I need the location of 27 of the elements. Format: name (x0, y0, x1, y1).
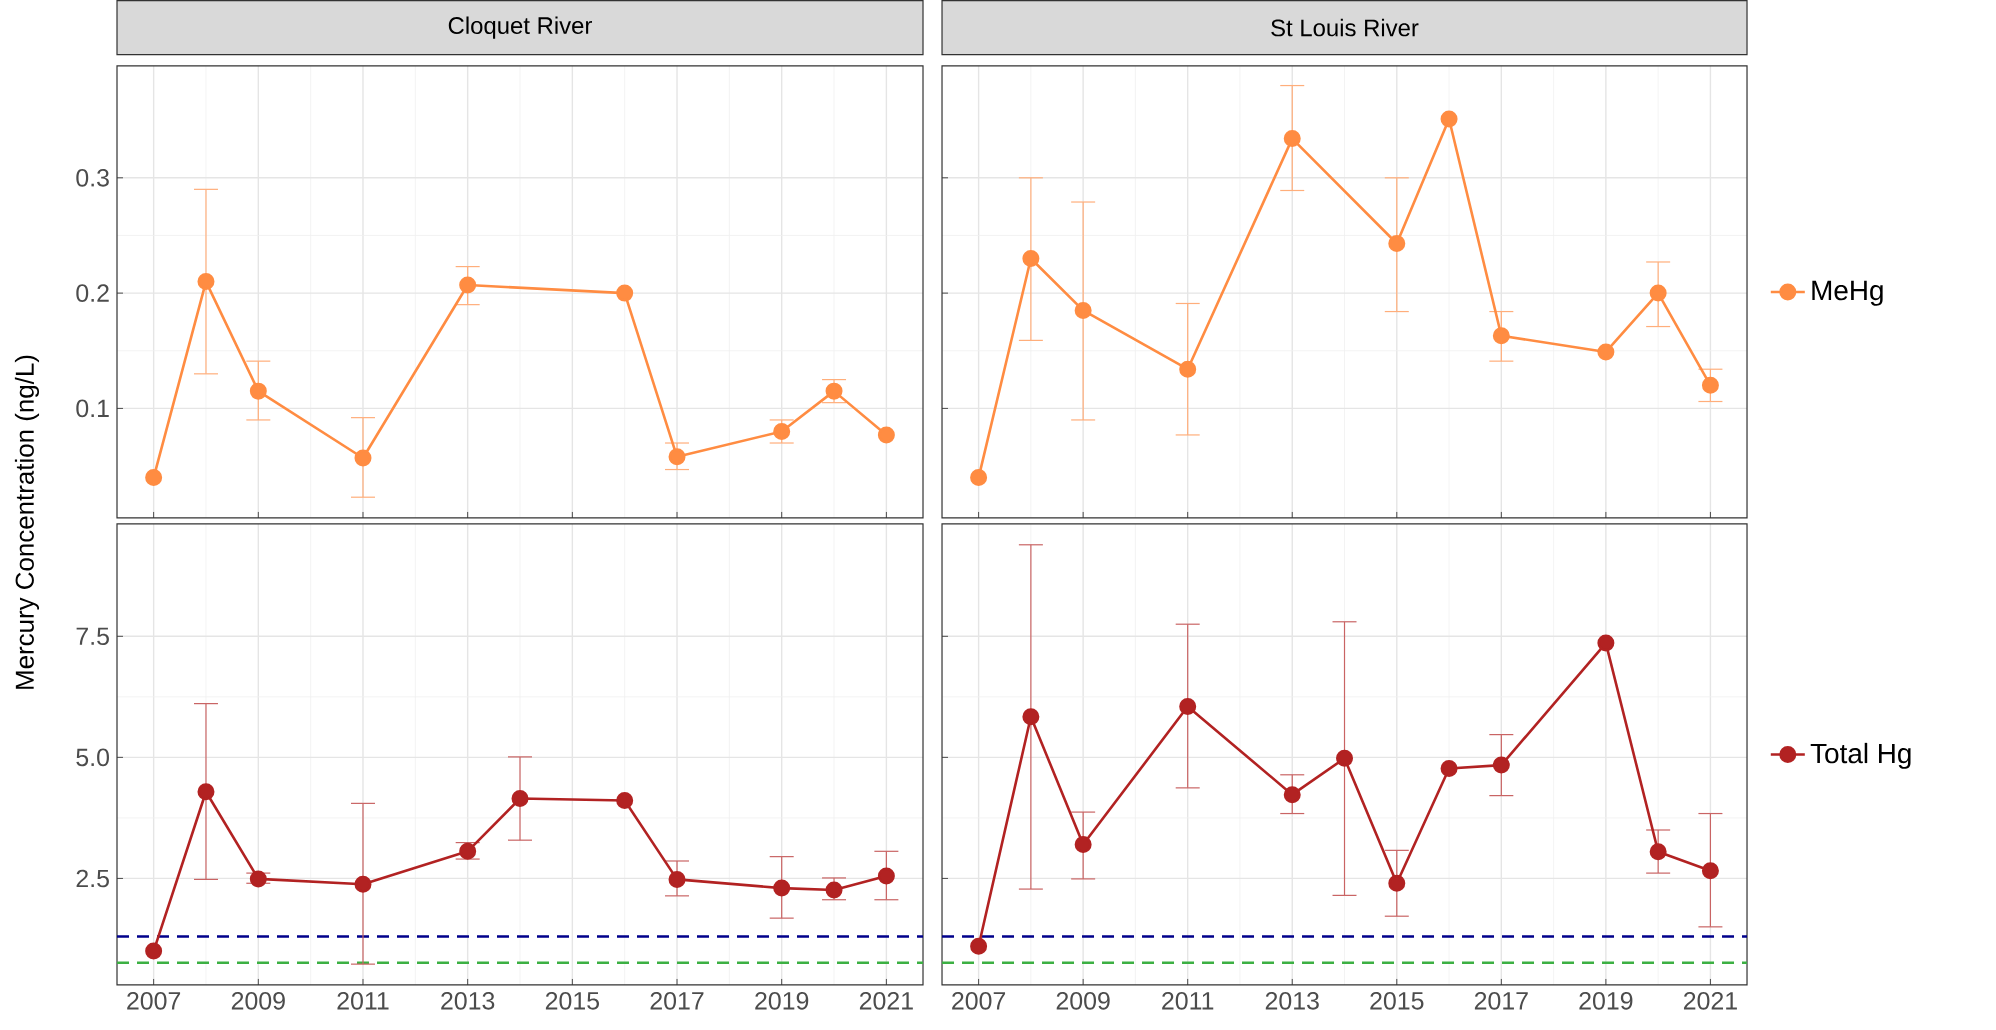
x-tick-label: 2017 (1474, 992, 1528, 1010)
y-tick-label: 0.3 (76, 169, 109, 187)
x-tick-label: 2007 (127, 992, 181, 1010)
x-tick-label: 2009 (1056, 992, 1110, 1010)
y-tick-label: 0.2 (76, 284, 109, 302)
y-tick-label: 5.0 (76, 748, 109, 767)
x-tick-label: 2011 (337, 992, 389, 1010)
y-tick-label: 2.5 (76, 869, 109, 888)
x-tick-label: 2013 (1265, 992, 1319, 1010)
x-tick-label: 2019 (1579, 992, 1633, 1010)
x-tick-label: 2015 (1370, 992, 1424, 1010)
x-tick-label: 2009 (231, 992, 285, 1010)
chart-title: St Louis River (1271, 18, 1419, 37)
chart-title: Cloquet River (448, 16, 592, 39)
x-tick-label: 2007 (952, 992, 1006, 1010)
x-tick-label: 2011 (1162, 992, 1214, 1010)
legend-label: MeHg (1812, 280, 1883, 306)
x-tick-label: 2019 (755, 992, 809, 1010)
x-tick-label: 2015 (545, 992, 599, 1010)
y-axis-title: Mercury Concentration (ng/L) (14, 355, 40, 689)
y-tick-label: 0.1 (76, 399, 109, 418)
x-tick-label: 2013 (441, 992, 495, 1010)
x-tick-label: 2021 (859, 992, 913, 1010)
y-tick-label: 7.5 (76, 627, 109, 646)
legend-label: Total Hg (1810, 742, 1911, 769)
x-tick-label: 2017 (650, 992, 704, 1010)
x-tick-label: 2021 (1683, 992, 1737, 1010)
